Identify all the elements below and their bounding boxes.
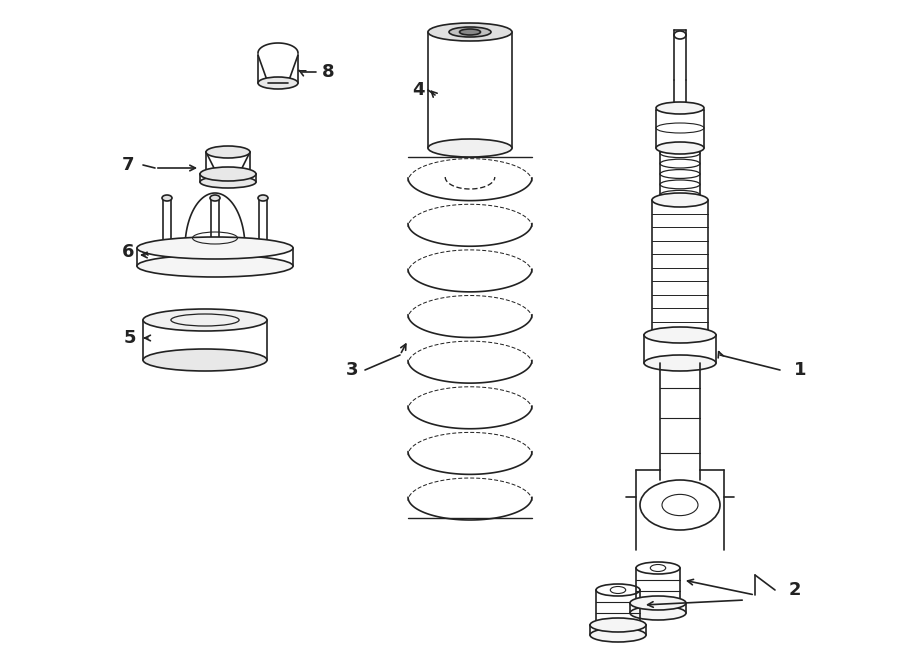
Ellipse shape: [644, 327, 716, 343]
Ellipse shape: [644, 355, 716, 371]
Ellipse shape: [460, 29, 481, 35]
Text: 1: 1: [794, 361, 806, 379]
Ellipse shape: [656, 102, 704, 114]
Ellipse shape: [206, 146, 250, 158]
Ellipse shape: [200, 167, 256, 181]
Ellipse shape: [428, 23, 512, 41]
Ellipse shape: [630, 606, 686, 620]
Ellipse shape: [652, 193, 708, 207]
Ellipse shape: [258, 195, 268, 201]
Text: 8: 8: [321, 63, 334, 81]
Ellipse shape: [590, 628, 646, 642]
Ellipse shape: [143, 309, 267, 331]
Text: 5: 5: [124, 329, 136, 347]
Ellipse shape: [428, 139, 512, 157]
Text: 3: 3: [346, 361, 358, 379]
Ellipse shape: [143, 349, 267, 371]
Text: 6: 6: [122, 243, 134, 261]
Ellipse shape: [630, 596, 686, 610]
Ellipse shape: [137, 255, 293, 277]
Text: 4: 4: [412, 81, 424, 99]
Ellipse shape: [200, 176, 256, 188]
Ellipse shape: [258, 77, 298, 89]
Text: 7: 7: [122, 156, 134, 174]
Ellipse shape: [656, 142, 704, 154]
Ellipse shape: [449, 27, 491, 37]
Text: 2: 2: [788, 581, 801, 599]
Ellipse shape: [590, 618, 646, 632]
Ellipse shape: [210, 195, 220, 201]
Ellipse shape: [162, 195, 172, 201]
Ellipse shape: [137, 237, 293, 259]
